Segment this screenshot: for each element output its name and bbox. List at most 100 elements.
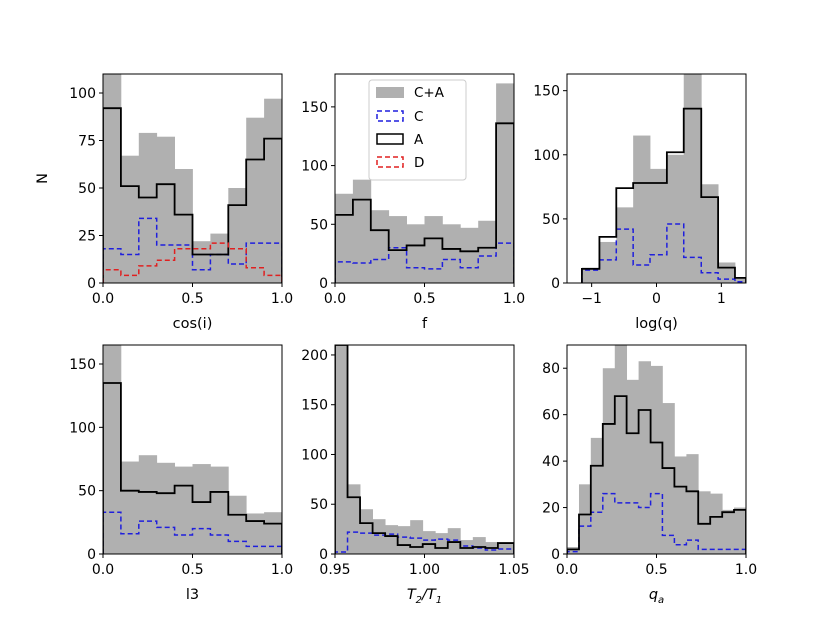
bar-ca <box>246 513 265 554</box>
y-tick-label: 20 <box>542 501 560 517</box>
y-tick-label: 0 <box>319 276 328 292</box>
bar-ca <box>103 74 122 283</box>
bar-ca <box>335 193 354 283</box>
bar-ca <box>174 466 193 554</box>
step-a <box>103 107 282 283</box>
y-axis-label: N <box>35 173 51 184</box>
y-tick-label: 0 <box>551 547 560 563</box>
y-tick-label: 50 <box>542 212 560 228</box>
step-c <box>335 242 514 283</box>
y-tick-label: 80 <box>542 361 560 377</box>
bar-ca <box>264 98 282 283</box>
x-tick-label: 1.0 <box>271 562 293 578</box>
bar-ca <box>734 277 746 283</box>
x-tick-label: 0.0 <box>324 291 346 307</box>
step-d <box>103 242 282 283</box>
bar-ca <box>650 365 663 554</box>
bar-ca <box>360 509 373 554</box>
legend-label-d: D <box>414 155 424 171</box>
panel-1: 0.0 0.5 1.0 0 25 50 75 100 cos(i) N <box>35 73 293 332</box>
step-c <box>581 223 746 283</box>
bar-ca <box>698 491 711 554</box>
bar-ca <box>497 544 514 554</box>
x-tick-label: 0.95 <box>319 562 350 578</box>
legend: C+A C A D <box>368 79 467 181</box>
y-tick-label: 200 <box>301 348 328 364</box>
x-axis-label: T2/T1 <box>407 587 442 606</box>
panel-5: 0.95 1.00 1.05 0 50 100 150 200 T2/T1 <box>301 344 530 606</box>
bar-ca <box>734 507 746 554</box>
panel-4: 0.0 0.5 1.0 0 50 100 150 l3 <box>69 344 293 603</box>
step-c <box>103 217 282 283</box>
bar-ca <box>246 117 265 283</box>
legend-swatch-c <box>376 110 404 122</box>
bar-ca <box>138 132 158 283</box>
bar-ca <box>460 540 474 554</box>
bar-ca <box>210 233 229 283</box>
step-a <box>335 345 514 554</box>
y-tick-label: 50 <box>310 217 328 233</box>
bar-ca <box>385 525 399 554</box>
y-tick-label: 0 <box>87 276 96 292</box>
step-a <box>335 122 514 283</box>
y-tick-label: 150 <box>533 84 560 100</box>
bar-ca <box>435 533 449 554</box>
bar-ca <box>442 224 461 283</box>
bar-ca <box>496 83 514 283</box>
bar-ca <box>138 455 158 554</box>
y-tick-label: 0 <box>87 547 96 563</box>
plot-area <box>567 345 746 554</box>
bar-ca <box>347 484 361 554</box>
y-tick-label: 100 <box>69 86 96 102</box>
x-tick-label: 0 <box>652 291 661 307</box>
bar-ca <box>370 210 390 283</box>
bar-ca <box>460 227 479 283</box>
step-a <box>581 107 746 283</box>
bar-ca <box>264 512 282 554</box>
bar-ca <box>156 462 175 554</box>
x-tick-label: 1 <box>717 291 726 307</box>
bar-ca <box>156 136 175 283</box>
x-tick-label: 0.0 <box>92 291 114 307</box>
bar-ca <box>406 224 425 283</box>
y-tick-label: 0 <box>551 276 560 292</box>
x-tick-label: 0.5 <box>413 291 435 307</box>
legend-label-c: C <box>414 109 423 125</box>
y-tick-label: 60 <box>542 408 560 424</box>
bar-ca <box>192 241 211 283</box>
bar-ca <box>650 168 668 283</box>
y-tick-label: 150 <box>301 100 328 116</box>
bar-ca <box>352 179 372 283</box>
step-a <box>103 382 282 554</box>
bar-ca <box>590 437 604 554</box>
x-axis-label: cos(i) <box>173 316 213 332</box>
panel-3: −1 0 1 0 50 100 150 log(q) <box>533 73 747 332</box>
bar-ca <box>638 361 651 554</box>
bar-ca <box>174 169 193 283</box>
bar-ca <box>424 216 443 283</box>
bar-ca <box>722 509 735 554</box>
bar-ca <box>447 528 461 554</box>
x-tick-label: −1 <box>581 291 602 307</box>
step-a <box>567 395 746 554</box>
y-tick-label: 100 <box>69 420 96 436</box>
x-tick-label: 0.5 <box>181 291 203 307</box>
bar-ca <box>120 461 140 554</box>
plot-area <box>103 345 282 554</box>
x-tick-label: 0.5 <box>645 562 667 578</box>
x-tick-label: 0.0 <box>556 562 578 578</box>
x-axis-label: log(q) <box>635 316 678 332</box>
plot-area <box>103 74 282 283</box>
bar-ca <box>602 368 616 554</box>
bar-ca <box>666 154 685 283</box>
bar-ca <box>718 262 736 283</box>
y-tick-label: 40 <box>542 454 560 470</box>
bar-ca <box>210 466 229 554</box>
legend-swatch-d <box>376 156 404 168</box>
y-tick-label: 75 <box>78 134 96 150</box>
y-tick-label: 50 <box>310 497 328 513</box>
y-tick-label: 0 <box>319 547 328 563</box>
plot-area <box>581 74 746 283</box>
bar-ca <box>228 188 247 283</box>
x-tick-label: 1.0 <box>503 291 525 307</box>
